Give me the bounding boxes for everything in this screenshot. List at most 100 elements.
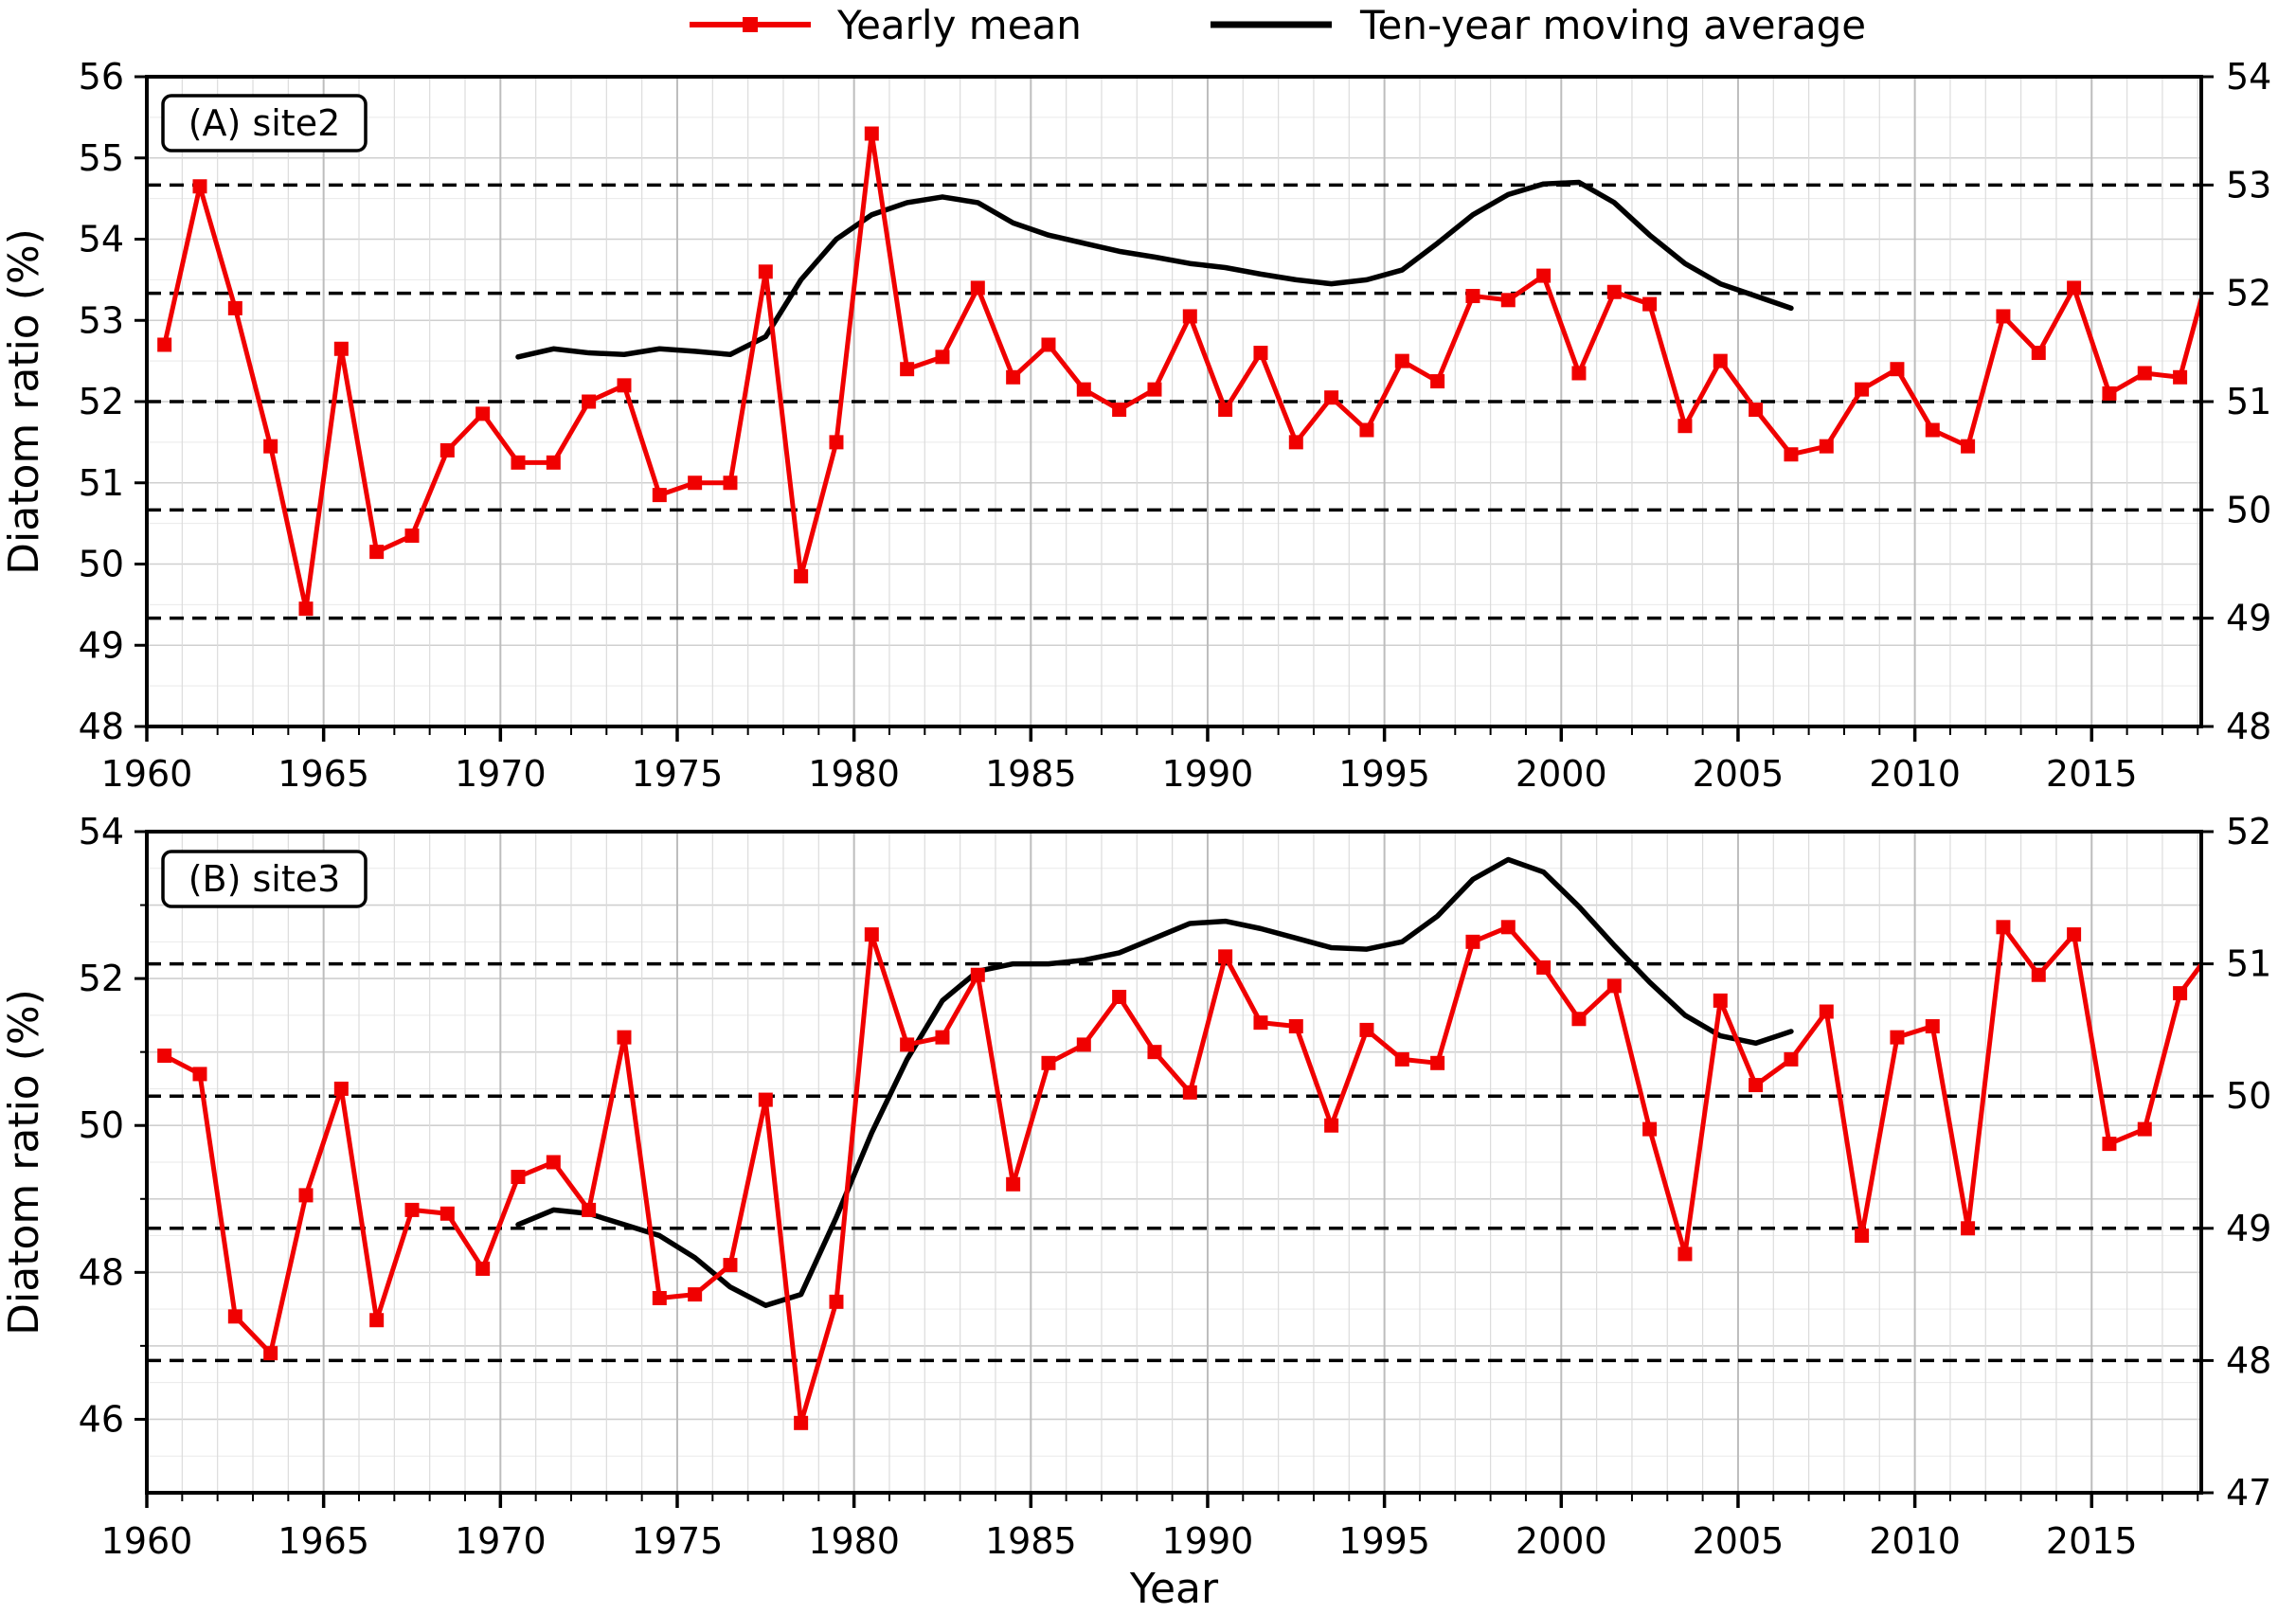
y-tick-label-left: 55 <box>79 137 124 179</box>
data-point-marker <box>582 1202 597 1217</box>
data-point-marker <box>723 475 738 491</box>
data-point-marker <box>2031 967 2046 982</box>
data-point-marker <box>1112 990 1127 1004</box>
y-axis-label: Diatom ratio (%) <box>0 989 48 1336</box>
data-point-marker <box>1996 309 2011 324</box>
x-tick-label: 1990 <box>1162 1520 1254 1562</box>
data-point-marker <box>2173 986 2188 1001</box>
data-point-marker <box>794 1415 809 1430</box>
data-point-marker <box>2031 346 2046 361</box>
data-point-marker <box>1642 1121 1658 1137</box>
x-tick-label: 1995 <box>1338 1520 1430 1562</box>
data-point-marker <box>511 1170 526 1185</box>
moving-average-line <box>515 856 1794 1308</box>
data-point-marker <box>617 378 632 393</box>
data-point-marker <box>1076 382 1091 397</box>
data-point-marker <box>263 439 278 454</box>
y-tick-label-left: 46 <box>79 1398 124 1440</box>
y-tick-label-left: 51 <box>79 462 124 504</box>
y-tick-label-right: 52 <box>2226 811 2271 852</box>
y-axis-label: Diatom ratio (%) <box>0 228 48 575</box>
x-tick-label: 2005 <box>1693 1520 1785 1562</box>
data-point-marker <box>1253 1015 1268 1031</box>
data-point-marker <box>1430 1055 1445 1070</box>
y-tick-label-left: 52 <box>79 381 124 422</box>
data-point-marker <box>1182 309 1197 324</box>
panel-b: 1960 1965 1970 1975 1980 1985 1990 1995 2000 2005… <box>0 811 2271 1562</box>
y-tick-label-right: 48 <box>2226 1339 2271 1381</box>
data-point-marker <box>1536 268 1552 283</box>
data-point-marker <box>1147 1045 1162 1060</box>
data-point-marker <box>1465 289 1480 304</box>
data-point-marker <box>511 455 526 470</box>
data-point-marker <box>829 435 844 450</box>
data-point-marker <box>1147 382 1162 397</box>
plot-area <box>157 126 2201 617</box>
data-point-marker <box>1218 403 1233 418</box>
x-tick-label: 1960 <box>101 753 193 795</box>
moving-average-line <box>515 179 1794 360</box>
x-tick-label: 1990 <box>1162 753 1254 795</box>
data-point-marker <box>935 350 950 365</box>
data-point-marker <box>970 967 985 982</box>
data-point-marker <box>1961 439 1976 454</box>
data-point-marker <box>263 1346 278 1361</box>
data-point-marker <box>1677 1246 1693 1262</box>
data-point-marker <box>1925 1019 1940 1034</box>
data-point-marker <box>829 1294 844 1309</box>
x-tick-label: 2015 <box>2046 753 2138 795</box>
data-point-marker <box>2208 939 2222 953</box>
y-tick-label-left: 48 <box>79 706 124 747</box>
y-tick-label-left: 52 <box>79 958 124 999</box>
x-tick-label: 1975 <box>632 753 724 795</box>
x-tick-label: 1995 <box>1338 753 1430 795</box>
data-point-marker <box>475 406 491 421</box>
panel-label-box <box>161 850 368 908</box>
data-point-marker <box>1855 1228 1870 1244</box>
data-point-marker <box>1006 369 1021 385</box>
x-tick-label: 2015 <box>2046 1520 2138 1562</box>
data-point-marker <box>900 1037 915 1052</box>
data-point-marker <box>1076 1037 1091 1052</box>
x-tick-label: 2005 <box>1693 753 1785 795</box>
data-point-marker <box>1324 390 1339 405</box>
data-point-marker <box>582 394 597 409</box>
data-point-marker <box>1571 366 1587 381</box>
data-point-marker <box>652 1290 667 1305</box>
data-point-marker <box>2137 366 2152 381</box>
plot-area <box>157 856 2222 1430</box>
data-point-marker <box>794 568 809 583</box>
data-point-marker <box>1288 1019 1303 1034</box>
x-tick-label: 1970 <box>455 753 547 795</box>
data-point-marker <box>1112 403 1127 418</box>
panel-label-box <box>161 94 368 152</box>
y-tick-label-right: 53 <box>2226 164 2271 206</box>
data-point-marker <box>688 475 703 491</box>
x-tick-label: 2000 <box>1516 753 1607 795</box>
data-point-marker <box>1394 1051 1409 1067</box>
data-point-marker <box>333 341 349 356</box>
data-point-marker <box>758 264 773 279</box>
data-point-marker <box>1925 422 1940 438</box>
data-point-marker <box>475 1261 491 1276</box>
data-point-marker <box>900 362 915 377</box>
data-point-marker <box>1749 1078 1764 1093</box>
data-point-marker <box>546 455 561 470</box>
data-point-marker <box>864 126 879 141</box>
data-point-marker <box>1218 949 1233 964</box>
data-point-marker <box>1996 920 2011 935</box>
axes-border <box>145 830 2203 1495</box>
data-point-marker <box>192 179 207 194</box>
y-tick-label-right: 47 <box>2226 1472 2271 1514</box>
x-tick-label: 1975 <box>632 1520 724 1562</box>
panel-label: (A) site2 <box>188 102 341 144</box>
data-point-marker <box>1961 1221 1976 1236</box>
x-tick-label: 1960 <box>101 1520 193 1562</box>
data-point-marker <box>935 1030 950 1045</box>
data-point-marker <box>439 442 455 457</box>
panel-label: (B) site3 <box>188 858 341 900</box>
data-point-marker <box>369 545 385 560</box>
legend-label: Ten-year moving average <box>1359 2 1866 48</box>
data-point-marker <box>1890 362 1905 377</box>
